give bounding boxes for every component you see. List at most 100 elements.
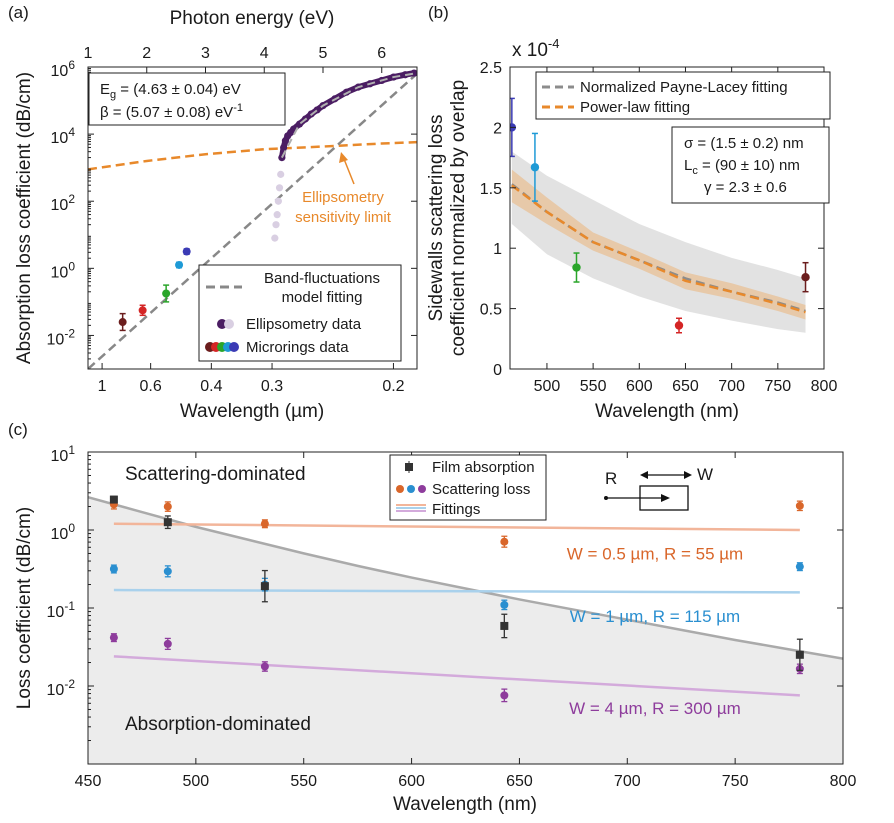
panel-b: (b) x 10-4 500 550 600 650 700 750 800 0 0.5 1 1.5… [426,3,837,422]
legend-scattering-swatch [396,485,426,493]
panel-a-ticks: 10-2 100 102 104 106 1 0.6 0.4 0.3 0.2 1 2 3 4 5 6 [47,45,417,395]
scattering-point [795,562,804,571]
ring-geometry-inset: R W [604,465,713,511]
annotation-text-line2: sensitivity limit [295,209,392,226]
panel-b-y-tick-label: 1 [493,241,502,258]
panel-b-y-multiplier: x 10-4 [512,36,559,61]
panel-b-x-tick-label: 550 [580,378,607,395]
panel-b-lc-param: Lc = (90 ± 10) nm [684,157,800,177]
panel-a-frame [87,66,418,370]
legend-film-label: Film absorption [432,459,535,476]
panel-b-y-tick-label: 2 [493,120,502,137]
panel-c-legend: Film absorption Scattering loss Fittings [389,454,547,521]
scattering-point [674,321,684,330]
panel-a-top-tick-label: 4 [260,45,269,62]
scattering-point [163,567,172,576]
legend-fit-label-line2: model fitting [282,289,363,306]
ellipsometry-point [272,221,280,229]
panel-a-y-tick-label: 106 [51,58,76,80]
panel-a-sensitivity-annotation: Ellipsometry sensitivity limit [295,152,392,226]
panel-b-y-tick-label: 1.5 [480,181,502,198]
panel-b-label: (b) [428,3,449,22]
panel-a-legend: Band-fluctuations model fitting Ellipsom… [198,264,402,362]
microring-point [138,306,147,315]
panel-c-x-tick-label: 650 [506,773,533,790]
panel-a-x-tick-label: 0.4 [200,378,222,395]
panel-a-y-tick-label: 104 [51,125,76,147]
panel-c-x-tick-label: 800 [830,773,857,790]
inset-w-label: W [697,465,713,484]
panel-b-frame [509,66,825,370]
inset-radius-arrowhead [661,494,670,502]
scattering-point [795,501,804,510]
panel-c-x-tick-label: 450 [75,773,102,790]
ellipsometry-point [274,197,282,205]
panel-a-plot-area [88,69,417,369]
panel-c-x-tick-label: 700 [614,773,641,790]
panel-c-x-axis-label: Wavelength (nm) [393,794,537,815]
panel-a-x-axis-label: Wavelength (µm) [180,401,324,422]
scattering-point [163,502,172,511]
scattering-point [500,691,509,700]
panel-a-fit-params: Eg = (4.63 ± 0.04) eV β = (5.07 ± 0.08) … [88,72,286,126]
annotation-text-line1: Ellipsometry [302,189,384,206]
ellipsometry-point [277,170,285,178]
absorption-dominated-region [88,497,843,764]
panel-b-x-tick-label: 650 [672,378,699,395]
scattering-point [801,272,810,282]
panel-b-x-tick-label: 750 [764,378,791,395]
microring-point [182,247,191,256]
panel-b-x-tick-label: 600 [626,378,653,395]
scattering-group-label: W = 4 µm, R = 300 µm [569,699,741,718]
panel-c-y-axis-label: Loss coefficient (dB/cm) [14,507,35,709]
inset-r-label: R [605,469,617,488]
band-fluctuation-fit-upper [280,72,417,159]
ellipsometry-curve [278,70,415,159]
panel-c-label: (c) [8,420,28,439]
legend-ellipsometry-label: Ellipsometry data [246,316,362,333]
panel-a-params-box [88,72,286,126]
microring-point [175,260,184,269]
legend-microrings-swatch [205,342,239,352]
panel-a-top-tick-label: 6 [377,45,386,62]
legend-power-law-label: Power-law fitting [580,99,690,116]
panel-a-top-tick-label: 1 [84,45,93,62]
panel-b-y-tick-label: 0.5 [480,302,502,319]
panel-c-x-tick-label: 750 [722,773,749,790]
panel-b-x-axis-label: Wavelength (nm) [595,401,739,422]
scattering-point [572,263,581,272]
panel-c: (c) W = 0.5 µm, R = 55 µm W = 1 µm, R = 1… [8,420,856,815]
panel-b-legend: Normalized Payne-Lacey fitting Power-law… [535,71,831,120]
panel-a-top-tick-label: 2 [142,45,151,62]
panel-b-params: σ = (1.5 ± 0.2) nm Lc = (90 ± 10) nm γ =… [671,126,830,204]
panel-b-ticks: 500 550 600 650 700 750 800 0 0.5 1 1.5 2 2.5 [480,60,838,395]
legend-ellipsometry-swatch-faded [224,319,234,329]
panel-a-y-tick-label: 10-2 [47,326,76,348]
scattering-point [109,565,118,573]
panel-b-x-tick-label: 700 [718,378,745,395]
panel-c-y-tick-label: 10-2 [47,677,76,699]
panel-b-y-axis-label-line2: coefficient normalized by overlap [448,80,469,356]
panel-b-x-tick-label: 500 [534,378,561,395]
legend-fit-label-line1: Band-fluctuations [264,270,380,287]
scattering-point [260,662,269,671]
panel-c-ticks: W = 0.5 µm, R = 55 µm W = 1 µm, R = 115 µ… [47,443,857,790]
legend-microrings-label: Microrings data [246,339,349,356]
panel-c-y-tick-label: 101 [51,443,76,465]
film-absorption-point [260,582,269,591]
scattering-group-label: W = 0.5 µm, R = 55 µm [567,544,743,563]
panel-c-plot-area [88,495,843,764]
panel-c-y-tick-label: 100 [51,521,76,543]
scattering-point [109,633,118,642]
legend-fittings-swatch [396,504,426,512]
panel-b-legend-box [535,71,831,120]
absorption-curve [88,496,843,660]
panel-c-y-tick-label: 10-1 [47,599,76,621]
legend-ellipsometry-swatch [217,319,227,329]
panel-a-label: (a) [8,3,29,22]
inset-w-arrow-right [684,471,692,479]
ellipsometry-point [271,234,279,242]
scattering-point [500,537,509,546]
panel-b-y-tick-label: 2.5 [480,60,502,77]
